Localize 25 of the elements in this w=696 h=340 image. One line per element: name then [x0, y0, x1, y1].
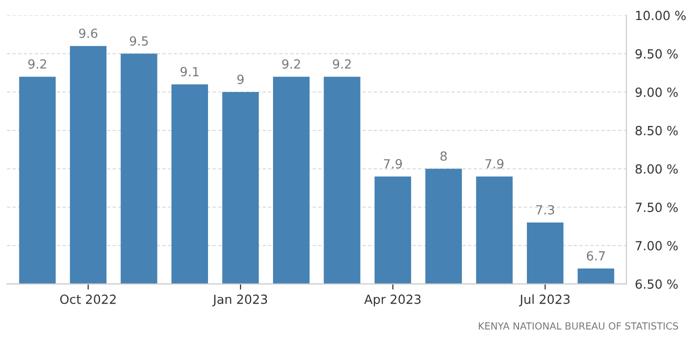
data-label: 7.9 [384, 159, 402, 168]
y-tick-label: 10.00 % [636, 10, 686, 20]
y-tick-label: 9.00 % [636, 88, 678, 97]
data-label: 9.5 [130, 36, 148, 46]
data-label: 9.2 [282, 59, 300, 69]
data-label: 9.6 [79, 28, 98, 38]
x-tick-label: Jan 2023 [212, 294, 268, 306]
data-label: 9.2 [332, 59, 351, 69]
data-label: 7.9 [485, 159, 504, 168]
data-label: 9 [237, 74, 244, 84]
y-tick-label: 6.50 % [636, 279, 678, 289]
y-tick-label: 8.50 % [636, 126, 678, 136]
y-tick-label: 7.00 % [636, 241, 678, 250]
x-tick-label: Apr 2023 [364, 294, 421, 306]
data-label: 7.3 [536, 205, 554, 215]
text: KENYA NATIONAL BUREAU OF STATISTICS [478, 322, 678, 330]
data-label: 8 [440, 151, 447, 161]
data-label: 9.2 [28, 59, 46, 69]
data-label: 6.7 [586, 251, 605, 261]
x-tick-label: Jul 2023 [519, 294, 570, 306]
y-tick-label: 8.00 % [636, 164, 678, 174]
data-label: 9.1 [180, 66, 199, 76]
x-tick-label: Oct 2022 [60, 294, 116, 304]
y-tick-label: 7.50 % [636, 202, 678, 212]
y-tick-label: 9.50 % [636, 49, 678, 59]
